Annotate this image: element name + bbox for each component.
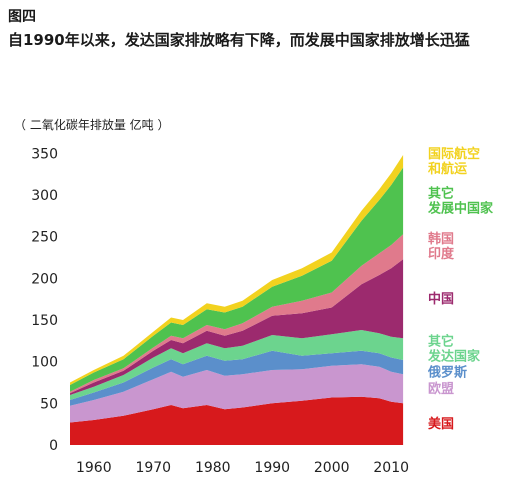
area-中国: [70, 259, 404, 395]
legend-其它-发展中国家: 其它发展中国家: [427, 185, 494, 216]
x-tick-label: 1980: [195, 460, 231, 476]
y-tick-label: 100: [31, 355, 58, 371]
y-tick-label: 200: [31, 271, 58, 287]
legend-美国: 美国: [428, 416, 454, 432]
area-其它-发展中国家: [70, 167, 404, 392]
legend-其它-发达国家: 其它发达国家: [427, 334, 481, 365]
y-tick-labels: 0 50 100 150 200 250 300 350: [31, 146, 58, 454]
legend-欧盟: 欧盟: [428, 381, 454, 397]
area-欧盟: [70, 364, 404, 423]
area-其它-发达国家: [70, 330, 404, 400]
y-tick-label: 300: [31, 188, 58, 204]
y-tick-label: 50: [40, 396, 58, 412]
x-tick-label: 1990: [254, 460, 290, 476]
y-tick-label: 0: [49, 438, 58, 454]
legend-俄罗斯: 俄罗斯: [427, 365, 467, 381]
x-tick-label: 2010: [373, 460, 409, 476]
x-tick-label: 1960: [76, 460, 112, 476]
y-axis-label: （ 二氧化碳年排放量 亿吨 ）: [14, 118, 170, 132]
x-tick-label: 1970: [135, 460, 171, 476]
legend-中国: 中国: [428, 291, 454, 307]
y-tick-label: 350: [31, 146, 58, 162]
legend-韩国-印度: 韩国印度: [428, 231, 455, 262]
chart-title: 自1990年以来，发达国家排放略有下降，而发展中国家排放增长迅猛: [8, 31, 470, 49]
area-美国: [70, 396, 404, 445]
figure-label: 图四: [8, 9, 36, 25]
area-layer: [70, 155, 404, 445]
area-韩国-印度: [70, 234, 404, 394]
x-tick-label: 2000: [314, 460, 350, 476]
area-俄罗斯: [70, 350, 404, 406]
x-tick-labels: 1960 1970 1980 1990 2000 2010: [76, 460, 409, 476]
y-tick-label: 150: [31, 313, 58, 329]
legend-国际航空-和航运: 国际航空和航运: [428, 146, 480, 177]
y-tick-label: 250: [31, 230, 58, 246]
